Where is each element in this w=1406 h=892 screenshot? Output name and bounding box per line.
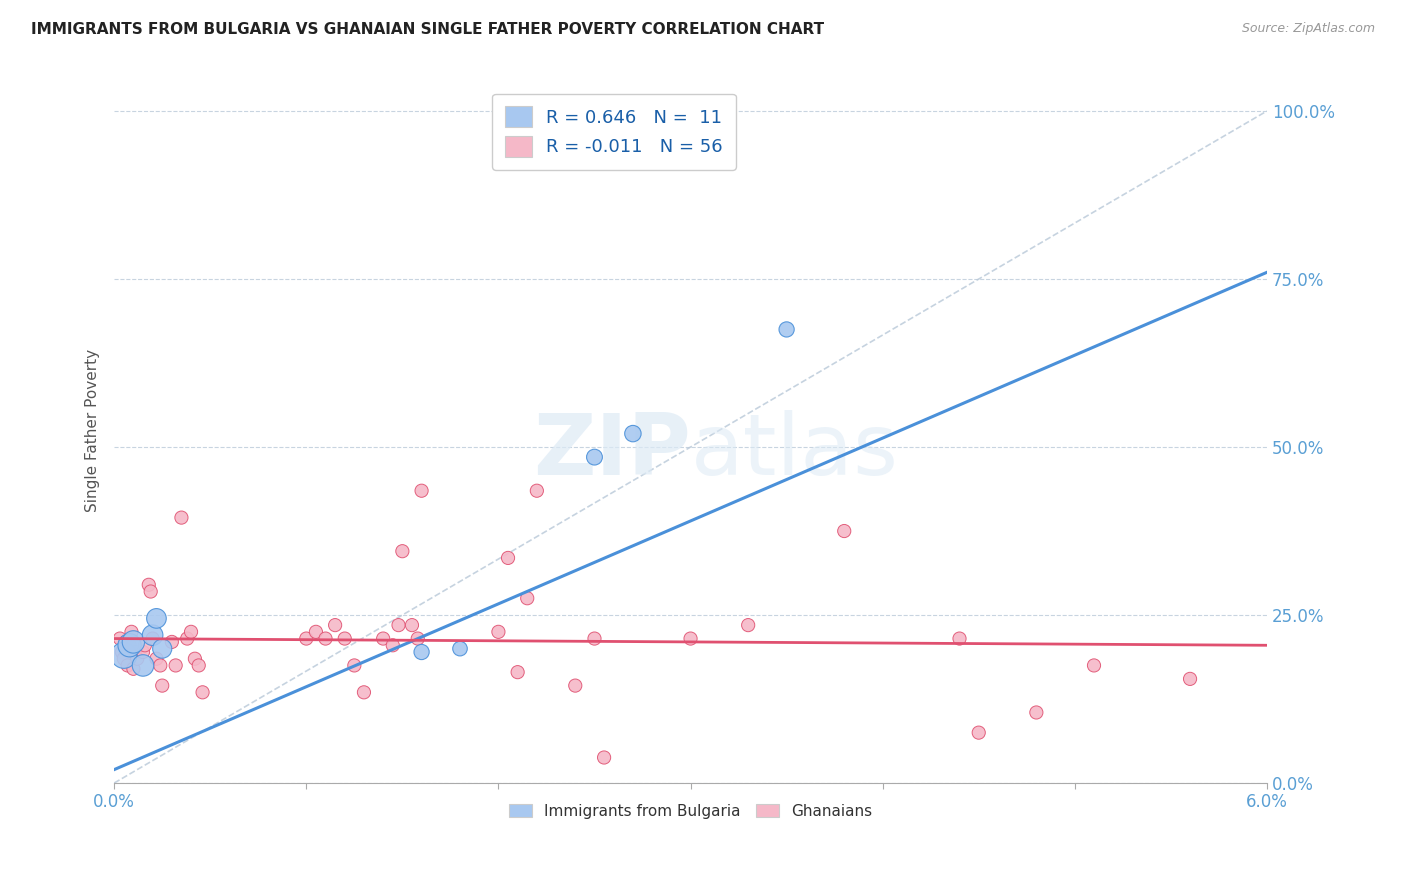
Point: [401, 618, 423, 632]
Point: [449, 641, 471, 656]
Point: [191, 685, 214, 699]
Point: [145, 611, 167, 625]
Point: [343, 658, 366, 673]
Point: [184, 651, 207, 665]
Point: [170, 510, 193, 524]
Point: [496, 550, 519, 565]
Point: [124, 645, 146, 659]
Point: [305, 624, 328, 639]
Point: [832, 524, 855, 538]
Point: [333, 632, 356, 646]
Point: [381, 638, 404, 652]
Point: [593, 750, 616, 764]
Point: [516, 591, 538, 606]
Point: [111, 645, 134, 659]
Point: [411, 483, 433, 498]
Text: IMMIGRANTS FROM BULGARIA VS GHANAIAN SINGLE FATHER POVERTY CORRELATION CHART: IMMIGRANTS FROM BULGARIA VS GHANAIAN SIN…: [31, 22, 824, 37]
Point: [295, 632, 318, 646]
Point: [1178, 672, 1201, 686]
Point: [411, 645, 433, 659]
Point: [142, 628, 165, 642]
Legend: Immigrants from Bulgaria, Ghanaians: Immigrants from Bulgaria, Ghanaians: [503, 797, 879, 825]
Point: [486, 624, 509, 639]
Point: [564, 679, 586, 693]
Point: [315, 632, 337, 646]
Point: [132, 658, 155, 673]
Point: [149, 658, 172, 673]
Point: [150, 641, 173, 656]
Text: atlas: atlas: [690, 410, 898, 493]
Point: [679, 632, 702, 646]
Point: [583, 450, 606, 464]
Point: [1083, 658, 1105, 673]
Text: Source: ZipAtlas.com: Source: ZipAtlas.com: [1241, 22, 1375, 36]
Point: [391, 544, 413, 558]
Point: [138, 578, 160, 592]
Point: [583, 632, 606, 646]
Point: [621, 426, 644, 441]
Point: [373, 632, 395, 646]
Point: [526, 483, 548, 498]
Point: [165, 658, 187, 673]
Point: [118, 638, 141, 652]
Point: [406, 632, 429, 646]
Point: [176, 632, 198, 646]
Point: [323, 618, 346, 632]
Point: [1025, 706, 1047, 720]
Point: [118, 638, 141, 652]
Point: [127, 651, 149, 665]
Point: [114, 635, 136, 649]
Point: [775, 322, 797, 336]
Point: [160, 635, 183, 649]
Point: [353, 685, 375, 699]
Point: [948, 632, 970, 646]
Point: [112, 648, 135, 663]
Point: [117, 658, 139, 673]
Point: [134, 638, 156, 652]
Point: [145, 651, 167, 665]
Point: [506, 665, 529, 680]
Point: [737, 618, 759, 632]
Point: [122, 662, 145, 676]
Point: [967, 725, 990, 739]
Text: ZIP: ZIP: [533, 410, 690, 493]
Point: [150, 679, 173, 693]
Point: [139, 584, 162, 599]
Point: [112, 651, 135, 665]
Point: [142, 632, 165, 646]
Point: [122, 635, 145, 649]
Point: [187, 658, 209, 673]
Point: [132, 645, 155, 659]
Point: [387, 618, 409, 632]
Y-axis label: Single Father Poverty: Single Father Poverty: [86, 349, 100, 512]
Point: [180, 624, 202, 639]
Point: [121, 624, 143, 639]
Point: [108, 632, 131, 646]
